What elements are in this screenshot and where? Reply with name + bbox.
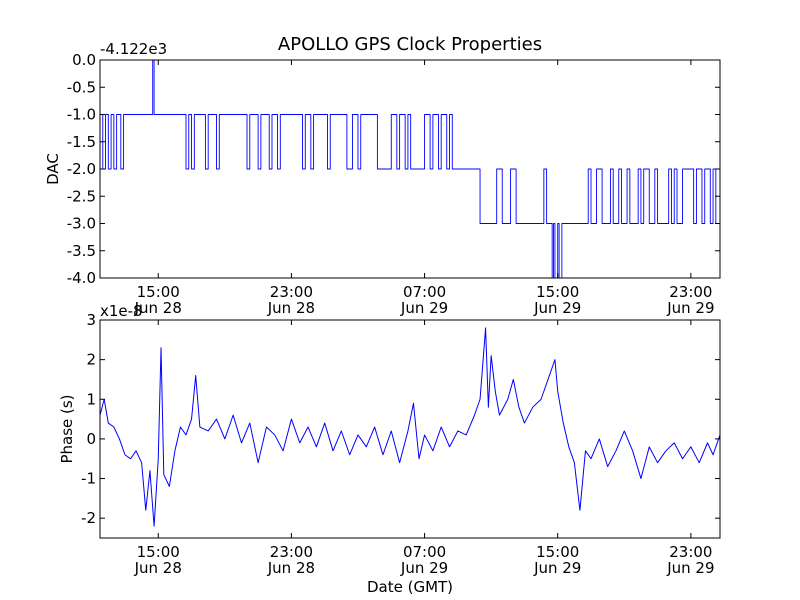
chart-title: APOLLO GPS Clock Properties [278,34,542,55]
dac-xtick-label-date: Jun 28 [134,299,182,317]
phase-ytick-label: 1 [86,390,96,408]
dac-ytick-label: -2.5 [67,187,96,205]
phase-series-line [100,327,720,527]
dac-ytick-label: -1.0 [67,106,96,124]
phase-xtick-label-time: 23:00 [669,543,712,561]
phase-ytick-label: 0 [86,430,96,448]
dac-xtick-label-time: 15:00 [137,283,180,301]
phase-offset-text: x1e-8 [100,302,143,320]
phase-xtick-label-date: Jun 28 [134,559,182,577]
phase-xtick-label-time: 15:00 [536,543,579,561]
dac-ytick-label: -4.0 [67,269,96,287]
dac-xtick-label-date: Jun 29 [400,299,448,317]
dac-ytick-label: 0.0 [72,51,96,69]
dac-ytick-label: -3.0 [67,215,96,233]
dac-xtick-label-time: 07:00 [403,283,446,301]
phase-ytick-label: 3 [86,311,96,329]
dac-ytick-label: -3.5 [67,242,96,260]
dac-ticks: 0.0 -0.5 -1.0 -1.5 -2.0 -2.5 -3.0 -3.5 -4.0 15:00… [67,51,720,317]
dac-panel: 0.0 -0.5 -1.0 -1.5 -2.0 -2.5 -3.0 -3.5 -4.0 15:00… [44,40,721,317]
dac-xtick-label-time: 23:00 [669,283,712,301]
dac-offset-text: -4.122e3 [100,40,167,58]
dac-xtick-label-date: Jun 29 [533,299,581,317]
phase-ylabel: Phase (s) [58,394,76,463]
phase-xtick-label-time: 15:00 [137,543,180,561]
dac-xtick-label-time: 23:00 [270,283,313,301]
dac-xtick-label-time: 15:00 [536,283,579,301]
dac-xtick-label-date: Jun 29 [666,299,714,317]
phase-xtick-label-date: Jun 29 [400,559,448,577]
dac-ytick-label: -2.0 [67,160,96,178]
dac-series-line [100,60,720,278]
dac-ytick-label: -0.5 [67,78,96,96]
phase-xtick-label-date: Jun 28 [267,559,315,577]
phase-ytick-label: -2 [81,509,96,527]
dac-line-group [100,60,720,278]
phase-ytick-label: -1 [81,470,96,488]
dac-xtick-label-date: Jun 28 [267,299,315,317]
phase-xlabel: Date (GMT) [367,578,453,596]
phase-xtick-label-date: Jun 29 [666,559,714,577]
phase-axes-frame [99,319,721,539]
phase-ytick-label: 2 [86,351,96,369]
phase-xtick-label-time: 07:00 [403,543,446,561]
dac-ytick-label: -1.5 [67,133,96,151]
phase-xtick-label-time: 23:00 [270,543,313,561]
phase-xtick-label-date: Jun 29 [533,559,581,577]
dac-ylabel: DAC [44,153,62,185]
phase-line-group [100,327,720,527]
